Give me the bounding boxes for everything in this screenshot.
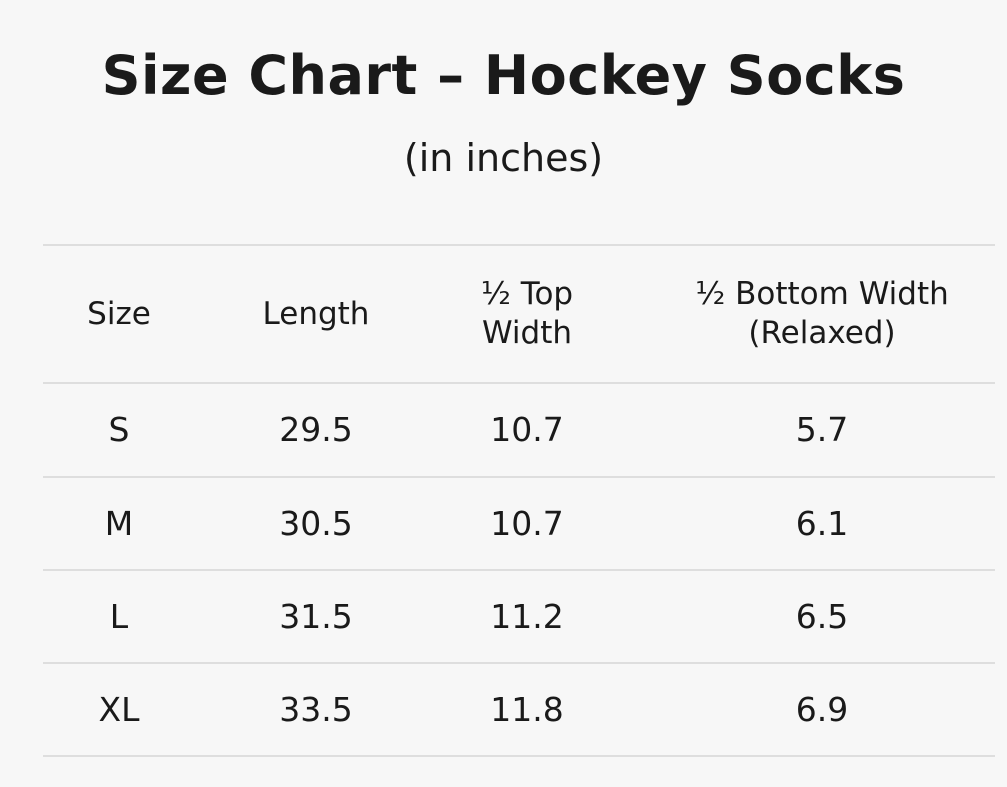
measurement: 29.5	[279, 410, 353, 450]
column-header: ½ Top Width	[480, 276, 574, 351]
measurement: 31.5	[279, 596, 353, 636]
size-label: L	[109, 596, 129, 636]
column-header: Length	[262, 295, 370, 332]
size-label: XL	[98, 689, 140, 729]
measurement: 30.5	[279, 503, 353, 543]
row-divider	[43, 755, 995, 757]
row-divider	[43, 244, 995, 246]
measurement: 6.1	[795, 503, 849, 543]
subtitle: (in inches)	[403, 136, 604, 180]
column-header: ½ Bottom Width (Relaxed)	[695, 276, 949, 351]
row-divider	[43, 569, 995, 571]
measurement: 11.2	[490, 596, 564, 636]
measurement: 10.7	[490, 503, 564, 543]
title: Size Chart – Hockey Socks	[101, 44, 906, 107]
row-divider	[43, 382, 995, 384]
measurement: 33.5	[279, 689, 353, 729]
row-divider	[43, 476, 995, 478]
column-header: Size	[87, 295, 151, 332]
size-label: S	[108, 410, 130, 450]
measurement: 11.8	[490, 689, 564, 729]
measurement: 6.9	[795, 689, 849, 729]
measurement: 6.5	[795, 596, 849, 636]
size-label: M	[104, 503, 134, 543]
row-divider	[43, 662, 995, 664]
measurement: 10.7	[490, 410, 564, 450]
measurement: 5.7	[795, 410, 849, 450]
